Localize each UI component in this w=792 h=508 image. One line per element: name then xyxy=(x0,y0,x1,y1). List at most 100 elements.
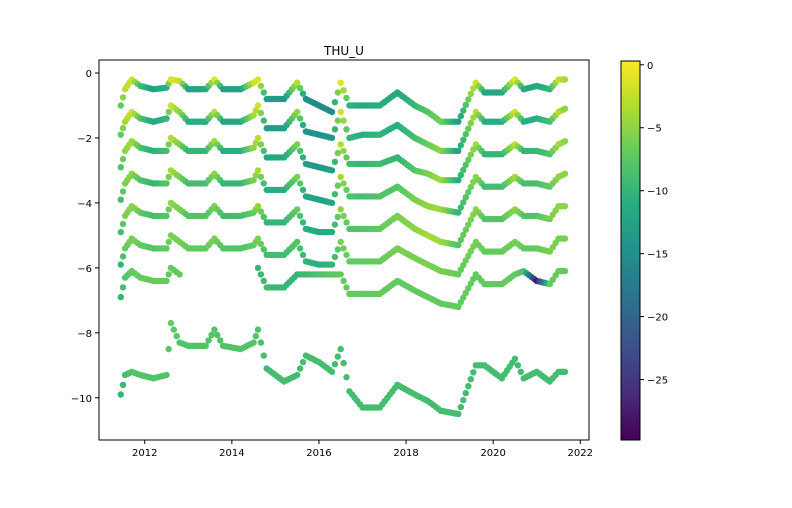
data-point xyxy=(163,147,170,155)
data-point xyxy=(467,90,474,98)
data-point xyxy=(211,326,218,333)
data-point xyxy=(462,161,469,169)
data-point xyxy=(340,359,347,367)
data-point xyxy=(337,345,344,353)
data-point xyxy=(331,99,339,106)
x-tick-label: 2014 xyxy=(219,448,244,459)
x-tick-label: 2018 xyxy=(393,448,418,459)
data-point xyxy=(340,212,347,220)
data-point xyxy=(467,216,474,223)
data-point xyxy=(340,277,347,285)
y-tick-label: −10 xyxy=(71,394,92,405)
data-point xyxy=(460,166,467,174)
data-point xyxy=(254,76,262,83)
data-point xyxy=(257,141,265,148)
data-point xyxy=(343,186,350,194)
data-point xyxy=(331,126,339,133)
data-point xyxy=(257,173,265,181)
data-point xyxy=(250,112,257,119)
data-point xyxy=(514,362,522,369)
data-point xyxy=(561,368,569,375)
data-point xyxy=(470,85,477,92)
data-point xyxy=(334,213,341,221)
data-point xyxy=(517,368,524,375)
data-point xyxy=(334,117,341,124)
data-point xyxy=(561,138,569,145)
data-point xyxy=(254,235,262,242)
data-point xyxy=(465,221,472,228)
data-point xyxy=(217,337,224,344)
data-point xyxy=(117,131,125,138)
data-point xyxy=(254,102,262,109)
data-point xyxy=(254,203,262,210)
data-point xyxy=(119,284,127,291)
data-point xyxy=(328,261,336,268)
data-point xyxy=(173,332,180,340)
data-point xyxy=(170,326,177,333)
data-point xyxy=(257,240,265,248)
data-point xyxy=(455,410,462,418)
data-point xyxy=(337,206,344,213)
data-point xyxy=(331,191,339,198)
data-point xyxy=(119,381,127,388)
data-point xyxy=(165,108,172,116)
data-point xyxy=(328,108,336,116)
data-point xyxy=(511,355,519,362)
data-point xyxy=(460,107,467,114)
data-point xyxy=(254,264,262,272)
data-point xyxy=(119,253,127,260)
data-point xyxy=(460,231,467,239)
data-point xyxy=(296,115,304,122)
data-point xyxy=(343,251,350,259)
data-point xyxy=(296,180,304,187)
data-point xyxy=(340,117,347,124)
data-point xyxy=(165,345,172,353)
data-point xyxy=(470,369,477,376)
data-point xyxy=(462,194,469,201)
data-point xyxy=(331,253,339,261)
data-point xyxy=(296,212,304,220)
data-point xyxy=(296,84,304,92)
data-point xyxy=(165,173,172,181)
data-point xyxy=(457,171,464,179)
data-point xyxy=(467,151,474,158)
data-point xyxy=(165,206,172,213)
data-point xyxy=(331,158,339,165)
data-point xyxy=(467,248,474,255)
data-point xyxy=(340,180,347,187)
colorbar-ticks: 0 −5 −10 −15 −20 −25 xyxy=(640,61,668,387)
data-point xyxy=(294,79,301,86)
data-point xyxy=(343,374,350,381)
data-point xyxy=(163,212,170,220)
data-point xyxy=(119,94,127,101)
data-point xyxy=(119,125,127,132)
data-point xyxy=(455,271,462,278)
data-point xyxy=(294,108,301,116)
data-point xyxy=(561,76,569,83)
data-point xyxy=(260,147,267,155)
data-point xyxy=(165,271,172,278)
x-axis: 2012 2014 2016 2018 2020 2022 xyxy=(132,440,593,459)
x-tick-label: 2012 xyxy=(132,448,157,459)
data-point xyxy=(561,203,569,210)
data-point xyxy=(343,219,350,226)
data-point xyxy=(250,339,257,346)
data-point xyxy=(167,319,175,327)
data-point xyxy=(254,167,262,174)
data-point xyxy=(296,365,304,372)
data-point xyxy=(260,117,267,124)
data-point xyxy=(296,147,304,155)
data-point xyxy=(343,94,350,102)
data-point xyxy=(455,177,462,184)
data-point xyxy=(294,173,301,181)
data-point xyxy=(337,108,344,116)
data-point xyxy=(340,245,347,252)
data-point xyxy=(117,228,125,236)
data-point xyxy=(257,339,265,346)
data-point xyxy=(470,178,477,186)
data-point xyxy=(455,147,462,155)
data-point xyxy=(299,154,307,161)
data-point xyxy=(465,189,472,196)
